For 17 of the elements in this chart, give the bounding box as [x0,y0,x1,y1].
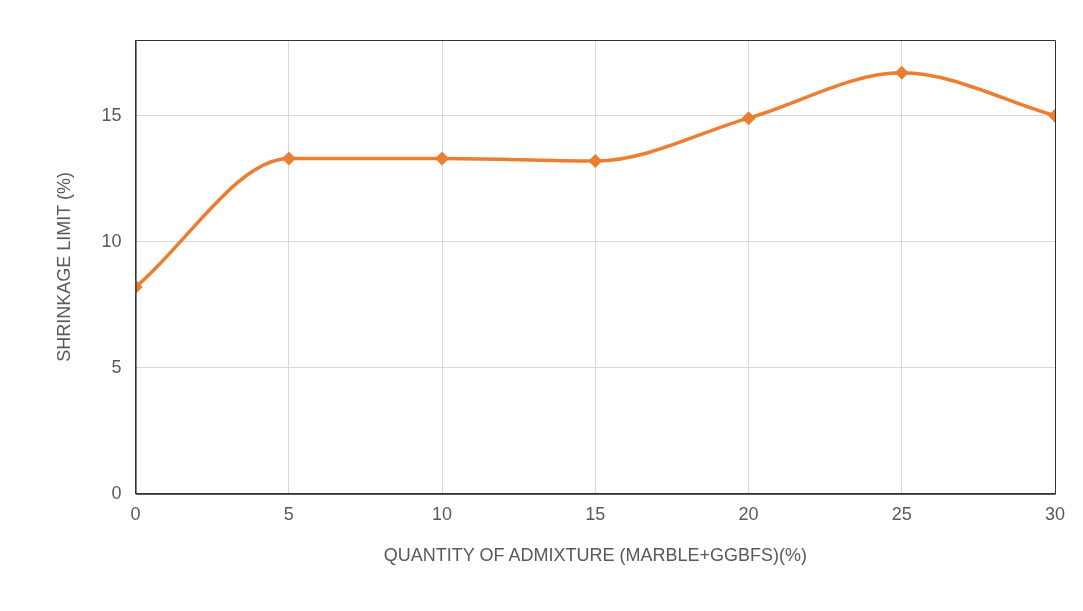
x-tick-label: 0 [130,503,141,524]
point [435,151,450,166]
point [894,65,909,80]
y-axis-title: SHRINKAGE LIMIT (%) [53,172,74,362]
y-tick-label: 5 [111,356,122,377]
x-tick-label: 25 [891,503,912,524]
y-tick-label: 10 [101,230,122,251]
y-tick-label: 0 [111,482,122,503]
x-tick-label: 30 [1044,503,1066,524]
x-axis-title: QUANTITY OF ADMIXTURE (MARBLE+GGBFS)(%) [383,545,807,566]
x-tick-label: 20 [738,503,759,524]
x-tick-label: 10 [432,503,453,524]
point [741,111,756,126]
x-tick-label: 5 [283,503,294,524]
y-tick-label: 15 [101,104,122,125]
x-tick-label: 15 [585,503,606,524]
point [588,154,603,169]
